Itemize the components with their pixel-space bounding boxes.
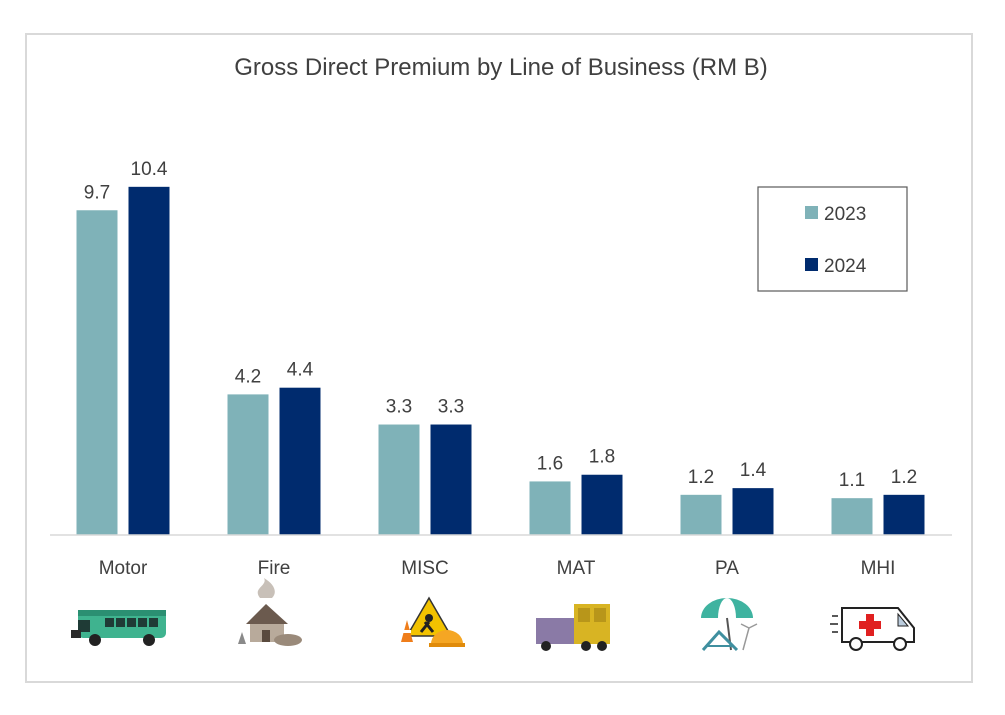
legend-swatch-2023 [805, 206, 818, 219]
bar-mhi-2023 [831, 498, 873, 535]
construction-worker-icon [401, 596, 465, 647]
bar-motor-2023 [76, 210, 118, 535]
bar-pa-2023 [680, 494, 722, 535]
bars-layer [76, 186, 925, 535]
data-label-motor-2023: 9.7 [84, 182, 110, 203]
data-label-misc-2023: 3.3 [386, 397, 412, 418]
icons-layer [71, 578, 915, 652]
labels-layer: 9.7 10.4 Motor 4.2 4.4 Fire 3.3 3.3 MISC 1.6 1.8 MA… [84, 159, 917, 579]
bar-fire-2024 [279, 387, 321, 535]
data-label-fire-2023: 4.2 [235, 366, 261, 387]
data-label-fire-2024: 4.4 [287, 360, 314, 381]
chart-frame [25, 33, 973, 683]
category-label-pa: PA [715, 558, 739, 579]
category-label-misc: MISC [401, 558, 449, 579]
bar-misc-2024 [430, 424, 472, 535]
bar-pa-2024 [732, 488, 774, 535]
bar-motor-2024 [128, 186, 170, 535]
bus-icon [71, 610, 166, 646]
bar-mhi-2024 [883, 494, 925, 535]
data-label-mhi-2023: 1.1 [839, 470, 865, 491]
data-label-misc-2024: 3.3 [438, 397, 464, 418]
category-label-motor: Motor [99, 558, 148, 579]
category-label-mhi: MHI [861, 558, 896, 579]
cargo-truck-icon [536, 604, 610, 651]
data-label-mat-2023: 1.6 [537, 453, 563, 474]
data-label-motor-2024: 10.4 [131, 159, 168, 180]
chart-title: Gross Direct Premium by Line of Business… [234, 54, 767, 81]
beach-umbrella-icon [701, 598, 758, 652]
data-label-pa-2023: 1.2 [688, 467, 714, 488]
legend: 2023 2024 [757, 186, 908, 292]
category-label-mat: MAT [557, 558, 596, 579]
category-label-fire: Fire [258, 558, 291, 579]
bar-fire-2023 [227, 394, 269, 535]
data-label-pa-2024: 1.4 [740, 460, 767, 481]
bar-mat-2024 [581, 474, 623, 535]
burning-house-icon [238, 578, 302, 646]
bar-mat-2023 [529, 481, 571, 535]
data-label-mhi-2024: 1.2 [891, 467, 917, 488]
legend-label-2024: 2024 [824, 256, 867, 277]
ambulance-icon [830, 607, 915, 651]
bar-misc-2023 [378, 424, 420, 535]
data-label-mat-2024: 1.8 [589, 447, 615, 468]
legend-label-2023: 2023 [824, 204, 866, 225]
legend-box [757, 186, 908, 292]
legend-swatch-2024 [805, 258, 818, 271]
